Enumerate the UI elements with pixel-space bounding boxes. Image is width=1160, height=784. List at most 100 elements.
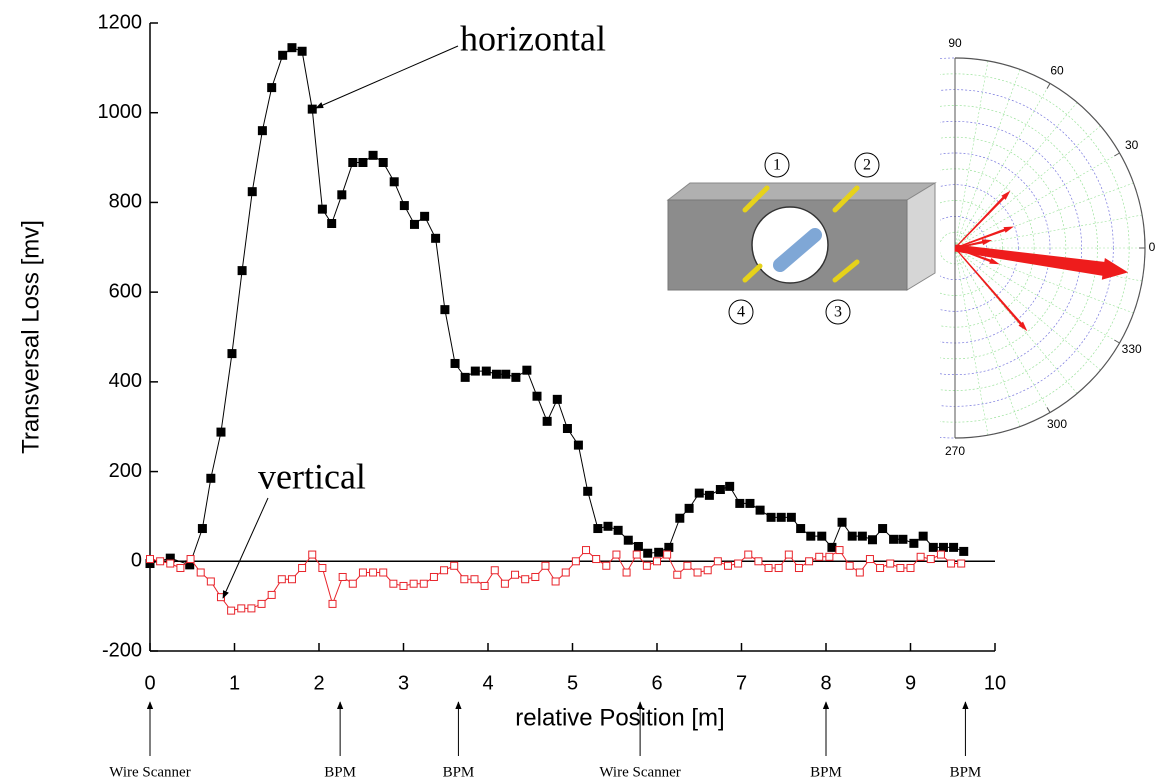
data-point [348, 158, 358, 168]
y-axis-label: Transversal Loss [mv] [17, 220, 44, 454]
data-point [287, 575, 296, 584]
polar-spoke [954, 152, 1120, 249]
data-point [613, 525, 623, 535]
data-point [918, 531, 928, 541]
polar-angle-tick [1114, 339, 1120, 344]
data-point [582, 546, 591, 555]
data-point [632, 550, 641, 559]
data-point [593, 524, 603, 534]
polar-angle-tick [1114, 152, 1120, 157]
data-point [855, 568, 864, 577]
polar-ring [940, 200, 1003, 296]
data-point [470, 366, 480, 376]
data-point [399, 581, 408, 590]
y-tick-label: 1200 [98, 11, 143, 33]
x-tick-label: 8 [820, 672, 831, 694]
polar-arrow [954, 190, 1011, 249]
data-point [369, 568, 378, 577]
polar-angle-label: 90 [948, 36, 962, 50]
data-point [257, 126, 267, 136]
data-point [715, 485, 725, 495]
data-point [878, 524, 888, 534]
polar-spoke [954, 247, 1021, 427]
data-point [612, 550, 621, 559]
x-tick-label: 1 [229, 672, 240, 694]
data-point [583, 486, 593, 496]
y-tick-label: -200 [102, 639, 142, 661]
polar-angle-label: 60 [1050, 64, 1064, 78]
electrode-label: 1 [773, 157, 781, 174]
data-point [683, 561, 692, 570]
data-point [806, 531, 816, 541]
data-point [278, 50, 288, 60]
x-tick-label: 10 [984, 672, 1006, 694]
y-tick-label: 600 [109, 280, 142, 302]
data-point [909, 538, 919, 548]
data-point [735, 498, 745, 508]
data-point [216, 427, 226, 437]
data-point [420, 211, 430, 221]
data-point [926, 555, 935, 564]
position-label: BPM [810, 764, 842, 780]
data-point [298, 564, 307, 573]
electrode-diagram: 1 2 3 4 [666, 152, 937, 325]
data-point [573, 440, 583, 450]
data-point [837, 517, 847, 527]
position-label: Wire Scanner [599, 764, 680, 780]
data-point [358, 158, 368, 168]
annotation: vertical [258, 456, 366, 496]
data-point [541, 561, 550, 570]
polar-ring [940, 105, 1098, 391]
polar-angle-label: 300 [1047, 417, 1067, 431]
data-point [825, 552, 834, 561]
x-tick-label: 9 [905, 672, 916, 694]
polar-angle-tick [1046, 407, 1051, 413]
x-tick-label: 2 [313, 672, 324, 694]
data-point [480, 581, 489, 590]
data-point [491, 369, 501, 379]
data-point [784, 550, 793, 559]
data-point [368, 150, 378, 160]
data-point [815, 552, 824, 561]
electrode-label: 3 [834, 304, 842, 321]
data-point [764, 564, 773, 573]
data-point [307, 104, 317, 114]
data-point [337, 190, 347, 200]
data-point [227, 606, 236, 615]
polar-spoke [954, 247, 1051, 413]
data-point [654, 547, 664, 557]
data-point [156, 557, 165, 566]
data-point [949, 542, 959, 552]
data-point [928, 542, 938, 552]
annotation: horizontal [460, 18, 606, 58]
data-point [196, 568, 205, 577]
data-point [886, 559, 895, 568]
data-point [936, 550, 945, 559]
data-point [847, 531, 857, 541]
data-point [542, 416, 552, 426]
data-point [358, 568, 367, 577]
data-point [470, 575, 479, 584]
data-point [327, 219, 337, 229]
data-point [675, 513, 685, 523]
data-point [744, 550, 753, 559]
data-point [490, 566, 499, 575]
x-tick-label: 5 [567, 672, 578, 694]
polar-arrow [954, 247, 1000, 265]
data-point [308, 550, 317, 559]
data-point [267, 590, 276, 599]
y-tick-label: 1000 [98, 101, 143, 123]
data-point [247, 187, 257, 197]
data-point [429, 572, 438, 581]
data-point [247, 604, 256, 613]
data-point [857, 531, 867, 541]
y-tick-label: 800 [109, 191, 142, 213]
x-tick-label: 7 [736, 672, 747, 694]
data-point [419, 579, 428, 588]
position-label: BPM [950, 764, 982, 780]
data-point [745, 498, 755, 508]
data-point [267, 83, 277, 93]
data-point [237, 266, 247, 276]
data-point [562, 424, 572, 434]
data-point [409, 579, 418, 588]
